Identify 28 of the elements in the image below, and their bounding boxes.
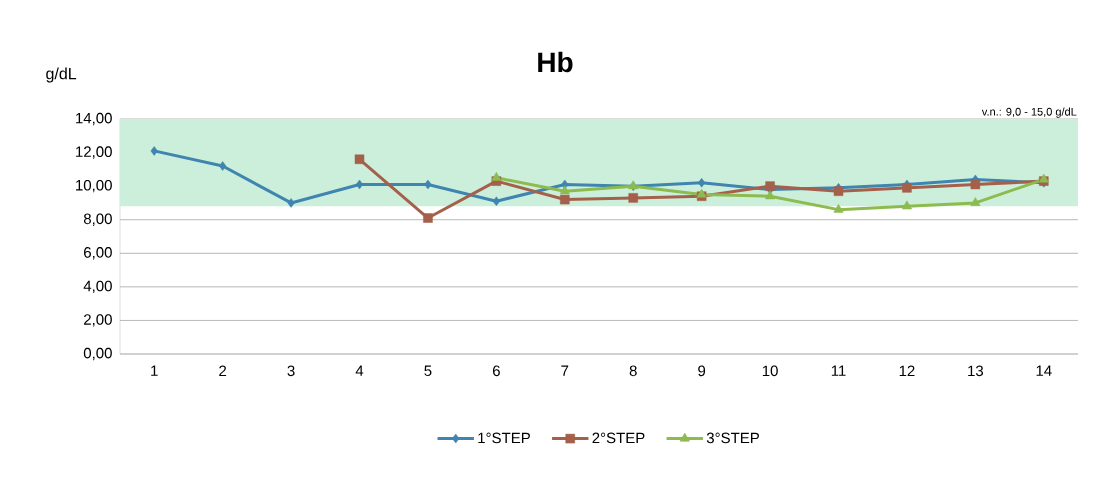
x-tick-label: 11	[831, 365, 846, 376]
x-tick-label: 13	[968, 365, 984, 377]
x-tick-label: 8	[629, 365, 637, 377]
x-tick-label: 14	[1036, 365, 1052, 376]
band-label: v.n.: 9,0 - 15,0 g/dL	[981, 107, 1077, 118]
x-tick-label: 2	[219, 365, 227, 377]
legend-label: 3°STEP	[706, 432, 759, 444]
y-axis-title: g/dL	[46, 67, 77, 83]
y-tick-label: 10,00	[76, 179, 112, 193]
y-tick-label: 4,00	[83, 280, 112, 294]
x-tick-label: 4	[355, 365, 364, 376]
y-tick-label: 2,00	[84, 314, 112, 327]
chart-title: Hb	[538, 51, 573, 73]
x-tick-label: 9	[698, 365, 706, 377]
y-tick-label: 6,00	[84, 247, 112, 260]
legend-label: 1°STEP	[478, 432, 530, 444]
x-tick-label: 10	[762, 365, 778, 377]
x-tick-label: 1	[151, 365, 158, 376]
y-tick-label: 12,00	[76, 146, 112, 159]
x-tick-label: 5	[424, 365, 432, 376]
legend-label: 2°STEP	[592, 432, 645, 444]
x-tick-label: 3	[287, 365, 295, 377]
x-tick-label: 6	[492, 365, 500, 377]
x-tick-label: 7	[561, 365, 569, 376]
y-tick-label: 0,00	[83, 347, 112, 361]
y-tick-label: 8,00	[83, 213, 112, 226]
y-tick-label: 14,00	[76, 112, 112, 126]
x-tick-label: 12	[899, 365, 915, 377]
